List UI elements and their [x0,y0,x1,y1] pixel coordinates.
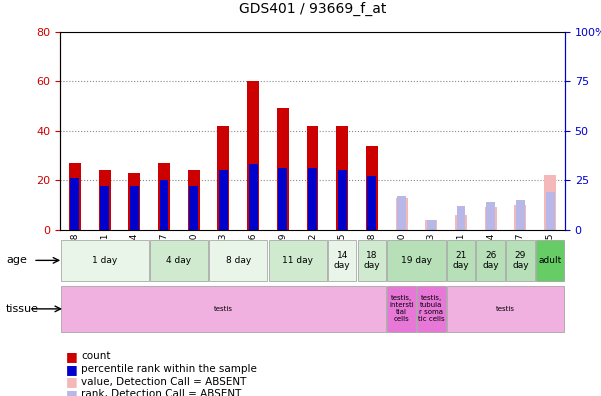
Text: ■: ■ [66,350,78,363]
Bar [100,186,109,230]
Text: 1 day: 1 day [92,256,117,265]
Text: rank, Detection Call = ABSENT: rank, Detection Call = ABSENT [81,389,242,396]
FancyBboxPatch shape [61,240,148,281]
Text: 19 day: 19 day [401,256,432,265]
Text: 29
day: 29 day [512,251,529,270]
Bar [247,81,259,230]
Bar [70,178,79,230]
Bar [129,173,140,230]
Bar [160,180,168,230]
FancyBboxPatch shape [150,240,208,281]
FancyBboxPatch shape [209,240,267,281]
Text: 14
day: 14 day [334,251,350,270]
FancyBboxPatch shape [358,240,386,281]
FancyBboxPatch shape [447,286,564,332]
Bar [427,220,436,230]
Text: ■: ■ [66,363,78,375]
Bar [337,126,348,230]
Bar [485,208,496,230]
Text: value, Detection Call = ABSENT: value, Detection Call = ABSENT [81,377,246,387]
Text: adult: adult [538,256,562,265]
Text: ■: ■ [66,375,78,388]
Text: 4 day: 4 day [166,256,192,265]
Bar [188,170,200,230]
FancyBboxPatch shape [388,286,416,332]
Bar [397,196,406,230]
Text: 26
day: 26 day [483,251,499,270]
Text: 21
day: 21 day [453,251,469,270]
Text: count: count [81,351,111,362]
Bar [158,163,170,230]
Bar [486,202,495,230]
FancyBboxPatch shape [388,240,445,281]
FancyBboxPatch shape [61,286,386,332]
Text: 8 day: 8 day [225,256,251,265]
Text: GDS401 / 93669_f_at: GDS401 / 93669_f_at [239,2,386,16]
FancyBboxPatch shape [417,286,445,332]
Bar [189,186,198,230]
FancyBboxPatch shape [477,240,505,281]
FancyBboxPatch shape [269,240,327,281]
Text: testis,
tubula
r soma
tic cells: testis, tubula r soma tic cells [418,295,445,322]
Text: 11 day: 11 day [282,256,313,265]
Text: age: age [6,255,27,265]
Bar [99,170,111,230]
Bar [219,170,228,230]
Text: testis: testis [496,306,515,312]
Bar [308,168,317,230]
Text: testis,
intersti
tial
cells: testis, intersti tial cells [389,295,414,322]
Bar [546,192,555,230]
Bar [514,205,526,230]
Bar [516,200,525,230]
FancyBboxPatch shape [328,240,356,281]
Text: percentile rank within the sample: percentile rank within the sample [81,364,257,374]
Bar [277,109,288,230]
Text: 18
day: 18 day [364,251,380,270]
Bar [457,206,465,230]
Bar [69,163,81,230]
Bar [338,170,347,230]
Bar [544,175,556,230]
Bar [278,168,287,230]
FancyBboxPatch shape [447,240,475,281]
Bar [307,126,319,230]
Bar [426,220,438,230]
Bar [249,164,258,230]
Text: testis: testis [214,306,233,312]
FancyBboxPatch shape [506,240,535,281]
Text: ■: ■ [66,388,78,396]
FancyBboxPatch shape [536,240,564,281]
Text: tissue: tissue [6,304,39,314]
Bar [218,126,230,230]
Bar [367,176,376,230]
Bar [455,215,467,230]
Bar [130,186,139,230]
Bar [366,145,378,230]
Bar [395,198,407,230]
